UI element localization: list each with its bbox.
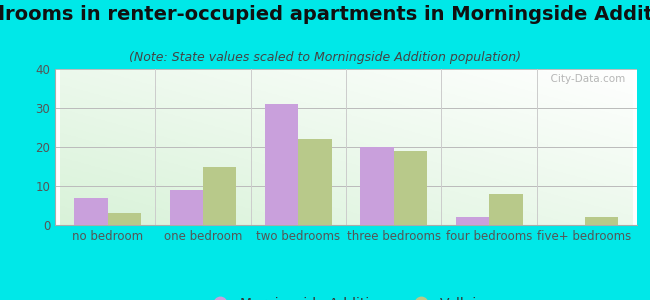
Text: City-Data.com: City-Data.com bbox=[544, 74, 625, 84]
Text: (Note: State values scaled to Morningside Addition population): (Note: State values scaled to Morningsid… bbox=[129, 51, 521, 64]
Bar bbox=[584, 217, 618, 225]
Bar bbox=[298, 139, 332, 225]
Bar bbox=[456, 217, 489, 225]
Bar bbox=[265, 104, 298, 225]
Bar bbox=[170, 190, 203, 225]
Bar bbox=[361, 147, 394, 225]
Bar bbox=[203, 167, 237, 225]
Bar bbox=[108, 213, 141, 225]
Bar bbox=[394, 151, 427, 225]
Legend: Morningside Addition, Vallejo: Morningside Addition, Vallejo bbox=[201, 291, 491, 300]
Text: Bedrooms in renter-occupied apartments in Morningside Addition: Bedrooms in renter-occupied apartments i… bbox=[0, 4, 650, 23]
Bar bbox=[489, 194, 523, 225]
Bar bbox=[74, 198, 108, 225]
